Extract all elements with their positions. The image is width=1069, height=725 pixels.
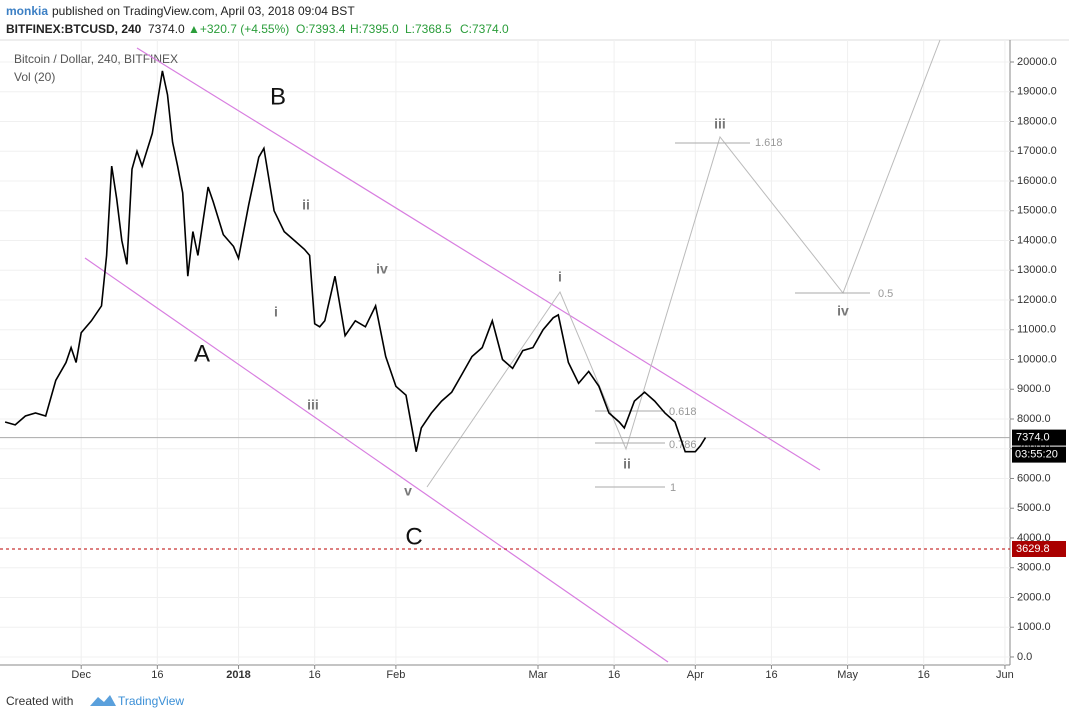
wave-label: B	[270, 83, 286, 110]
wave-label: i	[274, 304, 278, 320]
y-tick-label: 20000.0	[1017, 56, 1057, 68]
wave-label: iv	[376, 261, 388, 277]
x-tick-label: 16	[918, 669, 930, 681]
ohlc-close: C:7374.0	[460, 22, 509, 36]
x-tick-label: 16	[765, 669, 777, 681]
fib-label: 0.5	[878, 288, 893, 300]
x-tick-label: Feb	[386, 669, 405, 681]
wave-label: iv	[837, 303, 849, 319]
y-tick-label: 8000.0	[1017, 413, 1051, 425]
x-tick-label: 16	[151, 669, 163, 681]
channel-upper	[136, 47, 821, 471]
ohlc-high: H:7395.0	[350, 22, 399, 36]
change: ▲+320.7 (+4.55%)	[188, 22, 289, 36]
countdown-tag	[1012, 446, 1066, 463]
wave-label: iii	[307, 397, 319, 413]
fib-label: 0.618	[669, 406, 697, 418]
y-tick-label: 9000.0	[1017, 383, 1051, 395]
x-tick-label: 16	[608, 669, 620, 681]
logo	[90, 695, 116, 706]
y-tick-label: 18000.0	[1017, 115, 1057, 127]
price-line	[4, 70, 707, 453]
x-tick-label: Mar	[529, 669, 548, 681]
y-tick-label: 2000.0	[1017, 591, 1051, 603]
x-tick-label: Apr	[687, 669, 704, 681]
legend: Bitcoin / Dollar, 240, BITFINEX	[14, 52, 178, 66]
y-tick-label: 1000.0	[1017, 621, 1051, 633]
y-tick-label: 6000.0	[1017, 472, 1051, 484]
channel-lower	[84, 257, 669, 663]
y-tick-label: 4000.0	[1017, 532, 1051, 544]
footer-brand[interactable]: TradingView	[118, 694, 184, 708]
alert-tag	[1012, 540, 1066, 557]
symbol: BITFINEX:BTCUSD, 240	[6, 22, 142, 36]
last-price-label: 7374.0	[1016, 432, 1050, 444]
wave-label: A	[194, 340, 210, 367]
fib-label: 1.618	[755, 137, 783, 149]
volume-legend: Vol (20)	[14, 70, 55, 84]
y-tick-label: 12000.0	[1017, 294, 1057, 306]
y-tick-label: 16000.0	[1017, 175, 1057, 187]
y-tick-label: 19000.0	[1017, 86, 1057, 98]
last: 7374.0	[148, 22, 185, 36]
wave-label: i	[558, 269, 562, 285]
x-tick-label: 2018	[226, 669, 250, 681]
grid	[0, 40, 1010, 665]
y-tick-label: 14000.0	[1017, 234, 1057, 246]
y-tick-label: 15000.0	[1017, 205, 1057, 217]
wave-label: ii	[302, 197, 310, 213]
x-tick-label: Dec	[71, 669, 91, 681]
ohlc-low: L:7368.5	[405, 22, 452, 36]
author[interactable]: monkia	[6, 4, 48, 18]
x-tick-label: Jun	[996, 669, 1014, 681]
wave-path	[426, 39, 941, 488]
y-tick-label: 0.0	[1017, 651, 1032, 663]
fib-label: 1	[670, 482, 676, 494]
x-tick-label: 16	[309, 669, 321, 681]
wave-label: iii	[714, 116, 726, 132]
ohlc-open: O:7393.4	[296, 22, 346, 36]
y-tick-label: 11000.0	[1017, 324, 1056, 336]
published: published on TradingView.com, April 03, …	[52, 4, 355, 18]
alert-label: 3629.8	[1016, 543, 1050, 555]
y-tick-label: 5000.0	[1017, 502, 1051, 514]
countdown-label: 03:55:20	[1015, 449, 1058, 461]
y-tick-label: 3000.0	[1017, 562, 1051, 574]
last-price-tag	[1012, 429, 1066, 446]
wave-label: v	[404, 483, 412, 499]
y-tick-label: 10000.0	[1017, 353, 1057, 365]
y-tick-label: 17000.0	[1017, 145, 1057, 157]
wave-label: C	[405, 523, 422, 550]
x-tick-label: May	[837, 669, 858, 681]
wave-label: ii	[623, 456, 631, 472]
footer-created: Created with	[6, 694, 73, 708]
y-tick-label: 13000.0	[1017, 264, 1057, 276]
